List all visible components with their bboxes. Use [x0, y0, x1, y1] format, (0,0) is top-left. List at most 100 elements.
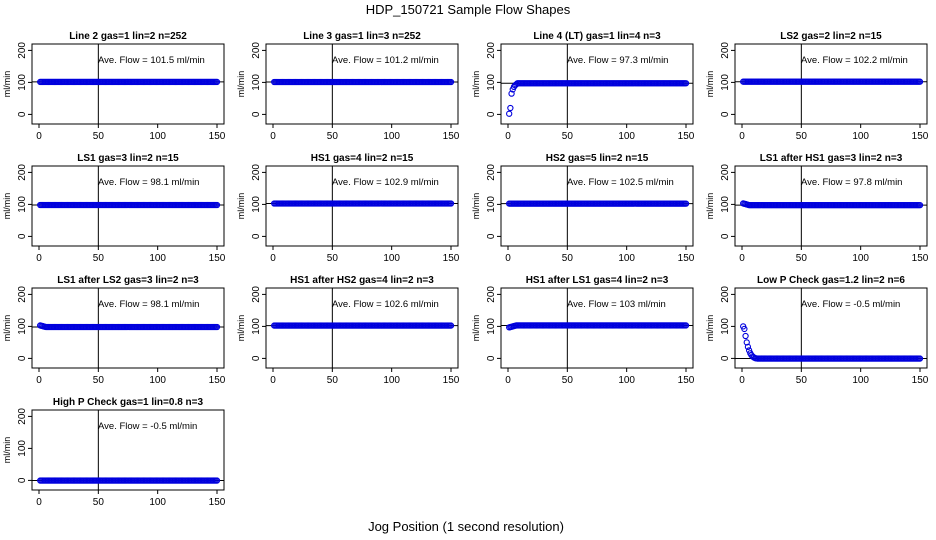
- average-flow-annotation: Ave. Flow = 98.1 ml/min: [98, 177, 199, 188]
- data-point: [916, 78, 924, 85]
- panel-title: HS1 after HS2 gas=4 lin=2 n=3: [290, 275, 434, 286]
- y-tick-label: 200: [486, 164, 497, 181]
- x-tick-label: 0: [270, 375, 276, 386]
- average-flow-annotation: Ave. Flow = -0.5 ml/min: [98, 421, 197, 432]
- x-tick-label: 0: [739, 375, 745, 386]
- data-point: [741, 325, 748, 333]
- y-tick-label: 0: [251, 111, 262, 117]
- x-tick-label: 100: [149, 497, 166, 508]
- y-tick-label: 200: [486, 286, 497, 303]
- y-tick-label: 0: [486, 111, 497, 117]
- y-axis-label: ml/min: [236, 71, 246, 98]
- panel-1: Line 2 gas=1 lin=2 n=252 0 50 100 150 0 100 200…: [2, 31, 226, 142]
- data-point: [447, 78, 455, 86]
- average-flow-annotation: Ave. Flow = 102.9 ml/min: [332, 177, 439, 188]
- data-point: [506, 110, 513, 117]
- y-tick-label: 0: [17, 233, 28, 239]
- x-tick-label: 100: [852, 375, 869, 386]
- x-tick-label: 0: [36, 253, 42, 264]
- plot-frame: [31, 165, 225, 247]
- data-point: [213, 78, 221, 86]
- panel-title: HS2 gas=5 lin=2 n=15: [546, 153, 649, 164]
- y-tick-label: 0: [720, 233, 731, 239]
- y-axis-label: ml/min: [705, 71, 715, 98]
- data-point: [742, 332, 749, 340]
- panel-12: Low P Check gas=1.2 lin=2 n=6 0 50 100 150 0 1…: [705, 275, 929, 386]
- figure-x-axis-label: Jog Position (1 second resolution): [368, 519, 564, 534]
- average-flow-annotation: Ave. Flow = 101.5 ml/min: [98, 55, 205, 66]
- flow-series: [740, 323, 924, 362]
- x-tick-label: 50: [562, 131, 574, 142]
- x-tick-label: 50: [327, 375, 339, 386]
- panel-title: HS1 after LS1 gas=4 lin=2 n=3: [526, 275, 669, 286]
- panel-title: Low P Check gas=1.2 lin=2 n=6: [757, 275, 905, 286]
- x-tick-label: 100: [149, 253, 166, 264]
- panel-2: Line 3 gas=1 lin=3 n=252 0 50 100 150 0 100 200…: [236, 31, 460, 142]
- plot-frame: [500, 287, 694, 369]
- y-tick-label: 100: [17, 440, 28, 457]
- y-tick-label: 100: [720, 74, 731, 91]
- panel-title: LS2 gas=2 lin=2 n=15: [780, 31, 882, 42]
- plot-frame: [734, 43, 928, 125]
- data-point: [213, 201, 221, 209]
- panel-4: LS2 gas=2 lin=2 n=15 0 50 100 150 0 100 200 ml/m…: [705, 31, 929, 142]
- y-axis-label: ml/min: [2, 193, 12, 220]
- x-tick-label: 100: [852, 253, 869, 264]
- panel-10: HS1 after HS2 gas=4 lin=2 n=3 0 50 100 150 0 1…: [236, 275, 460, 386]
- panel-7: HS2 gas=5 lin=2 n=15 0 50 100 150 0 100 200 ml/m…: [471, 153, 695, 264]
- plot-frame: [265, 43, 459, 125]
- y-tick-label: 0: [720, 111, 731, 117]
- y-tick-label: 200: [720, 164, 731, 181]
- x-tick-label: 50: [796, 375, 808, 386]
- panel-title: Line 3 gas=1 lin=3 n=252: [303, 31, 421, 42]
- data-point: [682, 80, 690, 87]
- y-tick-label: 200: [17, 164, 28, 181]
- y-tick-label: 100: [17, 318, 28, 335]
- flow-series: [271, 78, 455, 86]
- x-tick-label: 50: [562, 375, 574, 386]
- y-tick-label: 200: [17, 408, 28, 425]
- data-point: [916, 201, 924, 209]
- data-point: [916, 355, 924, 362]
- x-tick-label: 100: [383, 131, 400, 142]
- y-axis-label: ml/min: [2, 71, 12, 98]
- y-tick-label: 200: [720, 42, 731, 59]
- flow-series: [271, 200, 455, 207]
- y-tick-label: 200: [251, 42, 262, 59]
- x-tick-label: 0: [36, 375, 42, 386]
- x-tick-label: 100: [383, 253, 400, 264]
- y-tick-label: 100: [251, 196, 262, 213]
- x-tick-label: 150: [678, 375, 695, 386]
- panel-title: LS1 after HS1 gas=3 lin=2 n=3: [760, 153, 903, 164]
- average-flow-annotation: Ave. Flow = -0.5 ml/min: [801, 299, 900, 310]
- y-axis-label: ml/min: [236, 193, 246, 220]
- x-tick-label: 0: [505, 131, 511, 142]
- data-point: [447, 322, 455, 329]
- x-tick-label: 50: [93, 375, 105, 386]
- x-tick-label: 50: [93, 131, 105, 142]
- y-axis-label: ml/min: [2, 437, 12, 464]
- plot-frame: [500, 43, 694, 125]
- x-tick-label: 50: [796, 131, 808, 142]
- y-tick-label: 100: [251, 74, 262, 91]
- panel-3: Line 4 (LT) gas=1 lin=4 n=3 0 50 100 150 0 100…: [471, 31, 695, 142]
- y-axis-label: ml/min: [236, 315, 246, 342]
- x-tick-label: 100: [618, 131, 635, 142]
- y-tick-label: 100: [720, 318, 731, 335]
- x-tick-label: 50: [93, 497, 105, 508]
- y-tick-label: 0: [251, 233, 262, 239]
- x-tick-label: 150: [678, 253, 695, 264]
- panel-title: High P Check gas=1 lin=0.8 n=3: [53, 397, 204, 408]
- y-tick-label: 100: [17, 74, 28, 91]
- x-tick-label: 50: [796, 253, 808, 264]
- y-tick-label: 0: [720, 355, 731, 361]
- x-tick-label: 0: [270, 253, 276, 264]
- x-tick-label: 0: [505, 253, 511, 264]
- y-tick-label: 100: [486, 74, 497, 91]
- x-tick-label: 100: [383, 375, 400, 386]
- x-tick-label: 0: [739, 131, 745, 142]
- x-tick-label: 100: [149, 131, 166, 142]
- average-flow-annotation: Ave. Flow = 101.2 ml/min: [332, 55, 439, 66]
- panel-6: HS1 gas=4 lin=2 n=15 0 50 100 150 0 100 200 ml/m…: [236, 153, 460, 264]
